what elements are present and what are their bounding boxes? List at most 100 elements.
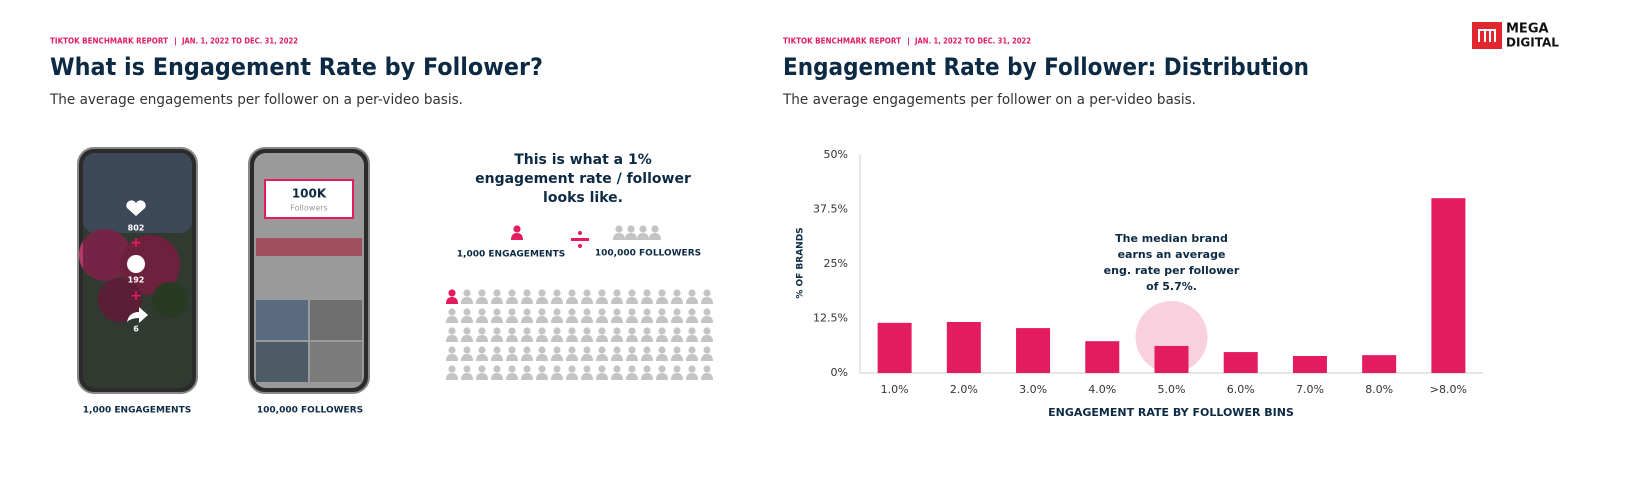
person-icon	[656, 346, 668, 361]
person-icon	[596, 346, 608, 361]
person-icon	[581, 289, 593, 304]
person-icon	[536, 365, 548, 380]
person-head	[628, 346, 636, 354]
phone-engagements: 802 + 192 + 6	[77, 147, 198, 394]
person-head	[673, 346, 681, 354]
person-icon	[596, 289, 608, 304]
person-body	[701, 373, 713, 380]
person-head	[513, 225, 521, 233]
person-body	[511, 233, 523, 240]
person-head	[643, 289, 651, 297]
person-icon	[476, 289, 488, 304]
person-head	[538, 327, 546, 335]
person-icon	[566, 308, 578, 323]
y-tick-label: 12.5%	[813, 312, 848, 325]
person-body	[536, 335, 548, 342]
person-body	[446, 297, 458, 304]
report-label: TIKTOK BENCHMARK REPORT	[783, 37, 901, 46]
person-head	[463, 346, 471, 354]
person-body	[506, 354, 518, 361]
person-body	[611, 316, 623, 323]
person-icon	[461, 327, 473, 342]
person-icon	[641, 289, 653, 304]
person-icon	[611, 365, 623, 380]
person-body	[641, 335, 653, 342]
person-head	[553, 289, 561, 297]
person-icon	[491, 346, 503, 361]
person-icon	[566, 346, 578, 361]
person-body	[671, 335, 683, 342]
person-icon	[491, 289, 503, 304]
person-body	[611, 373, 623, 380]
person-icon	[701, 308, 713, 323]
person-head	[553, 346, 561, 354]
person-icon	[446, 327, 458, 342]
person-head	[583, 308, 591, 316]
person-body	[566, 297, 578, 304]
follower-count: 100K	[292, 187, 327, 201]
person-head	[508, 365, 516, 373]
person-icon	[551, 327, 563, 342]
person-body	[491, 316, 503, 323]
person-icon	[566, 365, 578, 380]
x-tick-label: 2.0%	[950, 383, 978, 396]
person-icon	[641, 327, 653, 342]
person-body	[626, 373, 638, 380]
person-body	[521, 354, 533, 361]
person-icon	[521, 365, 533, 380]
person-body	[641, 354, 653, 361]
person-icon	[461, 365, 473, 380]
person-icon	[506, 327, 518, 342]
person-head	[508, 308, 516, 316]
x-axis-label: ENGAGEMENT RATE BY FOLLOWER BINS	[1048, 406, 1294, 419]
person-body	[491, 373, 503, 380]
person-head	[628, 327, 636, 335]
report-label: TIKTOK BENCHMARK REPORT	[50, 37, 168, 46]
person-icon	[476, 327, 488, 342]
person-icon	[476, 346, 488, 361]
person-body	[536, 316, 548, 323]
person-head	[568, 308, 576, 316]
person-body	[626, 316, 638, 323]
logo-mark	[1472, 22, 1502, 49]
person-body	[596, 335, 608, 342]
person-head	[615, 225, 623, 233]
person-head	[523, 289, 531, 297]
bar	[1016, 328, 1051, 373]
person-body	[596, 373, 608, 380]
person-head	[643, 365, 651, 373]
person-icon	[641, 346, 653, 361]
person-head	[478, 365, 486, 373]
person-body	[476, 297, 488, 304]
person-body	[611, 335, 623, 342]
person-head	[598, 365, 606, 373]
shares: 6	[133, 325, 139, 334]
x-tick-label: 5.0%	[1158, 383, 1186, 396]
person-icon	[611, 289, 623, 304]
person-head	[658, 289, 666, 297]
person-body	[476, 316, 488, 323]
bar	[1431, 198, 1466, 373]
person-body	[613, 233, 625, 240]
person-head	[523, 327, 531, 335]
person-head	[703, 327, 711, 335]
person-icon	[461, 308, 473, 323]
person-head	[553, 365, 561, 373]
person-icon	[626, 308, 638, 323]
person-body	[551, 373, 563, 380]
person-icon	[613, 225, 625, 240]
person-head	[643, 308, 651, 316]
person-body	[461, 354, 473, 361]
person-icon	[511, 225, 523, 240]
person-head	[553, 308, 561, 316]
person-icon	[536, 327, 548, 342]
comments: 192	[128, 276, 145, 285]
person-body	[536, 354, 548, 361]
person-body	[521, 335, 533, 342]
person-body	[686, 354, 698, 361]
person-body	[566, 335, 578, 342]
person-body	[701, 335, 713, 342]
person-icon	[521, 289, 533, 304]
person-body	[671, 354, 683, 361]
